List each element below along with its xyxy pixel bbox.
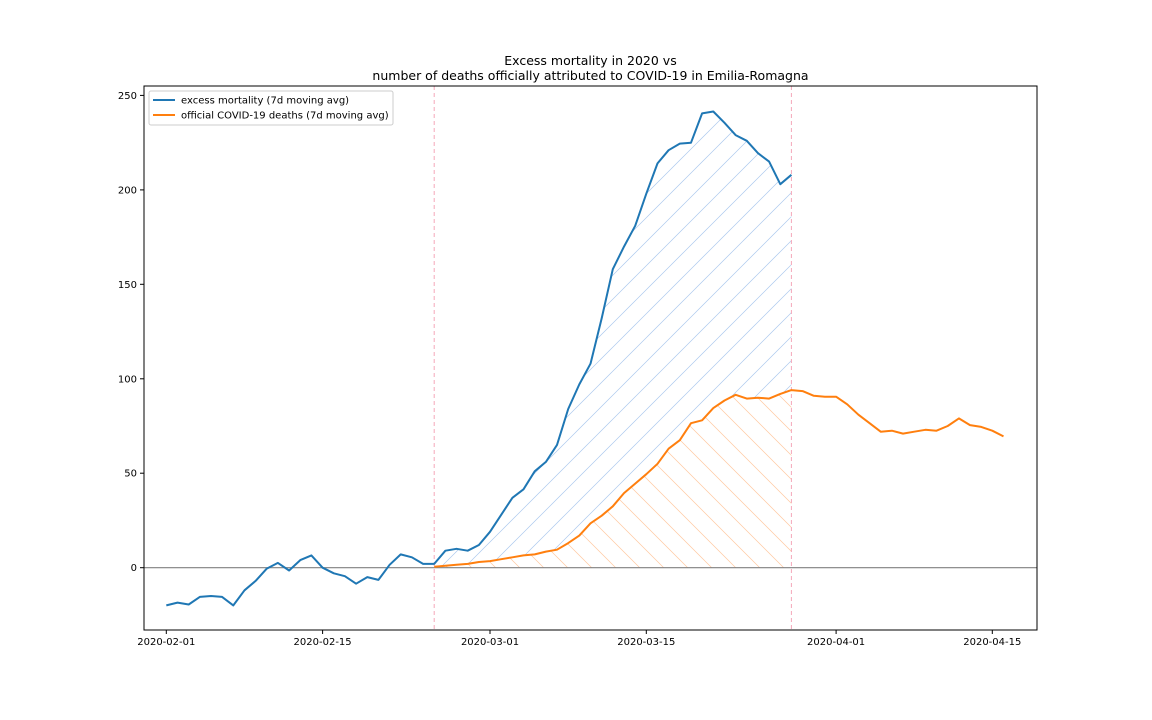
y-tick-label: 50 xyxy=(124,469,137,480)
legend-label-official: official COVID-19 deaths (7d moving avg) xyxy=(181,111,389,122)
legend: excess mortality (7d moving avg) officia… xyxy=(148,90,394,126)
x-tick-label: 2020-02-15 xyxy=(294,637,352,648)
legend-label-excess: excess mortality (7d moving avg) xyxy=(181,96,349,107)
x-axis: 2020-02-01 2020-02-15 2020-03-01 2020-03-15… xyxy=(137,630,1021,648)
excess-mortality-line xyxy=(166,110,793,607)
chart-title-line-2: number of deaths officially attributed t… xyxy=(372,68,808,83)
x-tick-label: 2020-04-01 xyxy=(807,637,865,648)
y-axis: 0 50 100 150 200 250 xyxy=(118,91,144,574)
x-tick-label: 2020-04-15 xyxy=(963,637,1021,648)
x-tick-label: 2020-03-01 xyxy=(461,637,519,648)
y-tick-label: 100 xyxy=(118,374,137,385)
x-tick-label: 2020-03-15 xyxy=(617,637,675,648)
y-tick-label: 0 xyxy=(131,563,137,574)
official-area-hatch xyxy=(434,390,792,568)
y-tick-label: 250 xyxy=(118,91,137,102)
legend-box xyxy=(148,90,394,126)
plot-area xyxy=(144,86,1037,630)
chart-title-line-1: Excess mortality in 2020 vs xyxy=(504,53,676,68)
y-tick-label: 150 xyxy=(118,280,137,291)
excess-area-hatch xyxy=(434,111,792,567)
plot-frame xyxy=(143,85,1038,631)
official-deaths-line xyxy=(434,389,1004,568)
y-tick-label: 200 xyxy=(118,185,137,196)
x-tick-label: 2020-02-01 xyxy=(137,637,195,648)
